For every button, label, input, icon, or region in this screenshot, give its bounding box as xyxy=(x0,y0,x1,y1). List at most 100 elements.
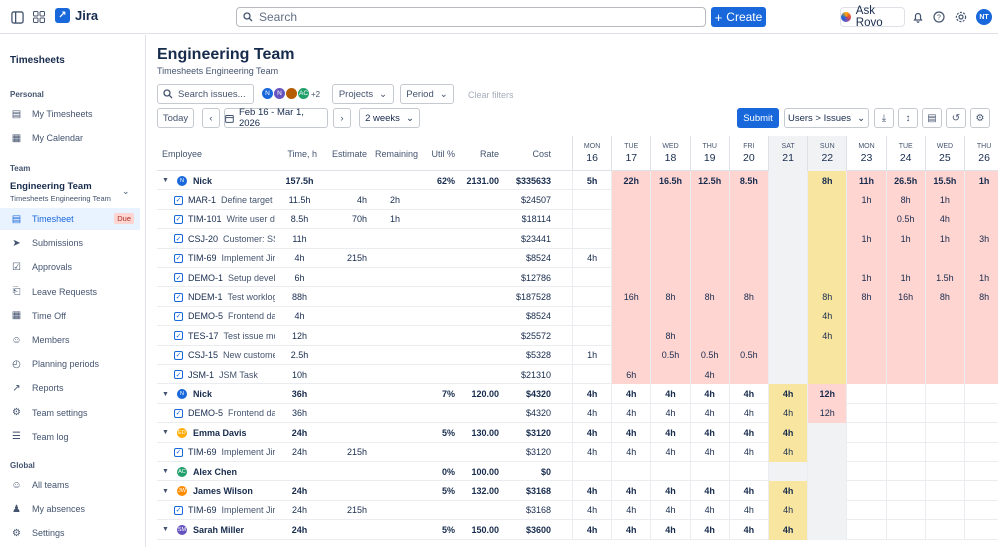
day-cell[interactable] xyxy=(611,209,651,230)
day-cell[interactable] xyxy=(611,306,651,327)
col-util[interactable]: Util % xyxy=(431,148,455,159)
day-cell[interactable] xyxy=(768,287,808,307)
day-cell[interactable]: 4h xyxy=(768,500,808,521)
issue-row[interactable]: ✓ TIM-101 Write user do 8.5h 70h 1h $18114 0.5h… xyxy=(157,209,998,230)
projects-filter[interactable]: Projects ⌄ xyxy=(332,84,394,104)
day-cell[interactable] xyxy=(885,481,925,501)
day-header[interactable]: FRI 20 xyxy=(728,136,768,171)
day-header[interactable]: WED 18 xyxy=(650,136,689,171)
issue-key[interactable]: TES-17 xyxy=(188,330,219,341)
settings-gear-icon[interactable]: ⚙ xyxy=(970,108,990,128)
sidebar-item-my-timesheets[interactable]: ▤ My Timesheets xyxy=(0,103,140,125)
day-cell[interactable] xyxy=(650,229,690,249)
day-cell[interactable] xyxy=(689,306,729,327)
day-cell[interactable] xyxy=(650,306,690,327)
day-cell[interactable]: 12h xyxy=(807,403,847,424)
day-cell[interactable] xyxy=(924,481,964,501)
day-cell[interactable] xyxy=(768,306,808,327)
day-cell[interactable]: 1h xyxy=(964,171,998,191)
day-cell[interactable] xyxy=(572,462,611,482)
day-cell[interactable]: 0.5h xyxy=(885,209,925,230)
day-cell[interactable] xyxy=(846,248,886,268)
day-cell[interactable]: 15.5h xyxy=(924,171,964,191)
day-cell[interactable]: 4h xyxy=(650,500,689,521)
day-header[interactable]: TUE 24 xyxy=(885,136,925,171)
day-cell[interactable]: 4h xyxy=(728,384,768,404)
day-cell[interactable] xyxy=(807,442,847,462)
day-cell[interactable] xyxy=(572,229,611,249)
day-cell[interactable] xyxy=(689,462,729,482)
day-cell[interactable] xyxy=(807,268,847,288)
day-cell[interactable]: 4h xyxy=(650,520,689,540)
day-header[interactable]: MON 23 xyxy=(846,136,885,171)
col-remaining[interactable]: Remaining xyxy=(374,148,418,159)
day-cell[interactable] xyxy=(964,403,998,424)
day-cell[interactable] xyxy=(924,306,964,327)
day-cell[interactable] xyxy=(807,365,847,385)
issue-key[interactable]: CSJ-20 xyxy=(188,233,219,244)
day-cell[interactable]: 1h xyxy=(846,190,886,210)
day-cell[interactable] xyxy=(807,190,847,210)
day-cell[interactable] xyxy=(846,520,885,540)
day-cell[interactable]: 4h xyxy=(728,500,768,521)
day-cell[interactable]: 4h xyxy=(572,500,611,521)
day-cell[interactable]: 4h xyxy=(728,520,768,540)
day-cell[interactable] xyxy=(885,462,925,482)
issue-search-input[interactable]: Search issues... xyxy=(157,84,254,104)
issue-row[interactable]: ✓ CSJ-20 Customer: SS 11h $23441 1h 1h 1h 3h xyxy=(157,229,998,249)
sidebar-item-time-off[interactable]: ▦ Time Off xyxy=(0,305,140,327)
day-cell[interactable]: 4h xyxy=(728,403,768,424)
day-cell[interactable]: 4h xyxy=(572,520,611,540)
day-cell[interactable]: 4h xyxy=(689,365,729,385)
day-cell[interactable] xyxy=(728,209,768,230)
day-cell[interactable] xyxy=(924,326,964,346)
day-cell[interactable]: 4h xyxy=(689,500,729,521)
sidebar-item-all-teams[interactable]: ☺ All teams xyxy=(0,474,140,496)
day-cell[interactable] xyxy=(885,423,925,443)
submit-button[interactable]: Submit xyxy=(737,108,779,128)
day-cell[interactable] xyxy=(728,462,768,482)
day-cell[interactable]: 8h xyxy=(885,190,925,210)
day-cell[interactable] xyxy=(768,229,808,249)
day-cell[interactable] xyxy=(689,326,729,346)
day-cell[interactable]: 4h xyxy=(611,500,650,521)
day-cell[interactable] xyxy=(924,500,964,521)
chevron-down-icon[interactable]: ⌄ xyxy=(122,186,130,196)
day-cell[interactable]: 4h xyxy=(572,481,611,501)
day-cell[interactable]: 8h xyxy=(807,287,847,307)
day-cell[interactable]: 4h xyxy=(689,384,729,404)
day-cell[interactable] xyxy=(846,209,886,230)
day-cell[interactable] xyxy=(611,345,651,365)
sidebar-item-timesheet[interactable]: ▤ Timesheet Due xyxy=(0,208,140,230)
day-cell[interactable] xyxy=(846,403,885,424)
day-cell[interactable]: 1h xyxy=(885,229,925,249)
day-cell[interactable] xyxy=(846,365,886,385)
day-cell[interactable] xyxy=(768,345,808,365)
day-cell[interactable]: 8h xyxy=(689,287,729,307)
day-cell[interactable] xyxy=(964,462,998,482)
day-cell[interactable]: 4h xyxy=(768,384,808,404)
day-cell[interactable]: 1h xyxy=(846,268,886,288)
day-cell[interactable] xyxy=(846,481,885,501)
issue-key[interactable]: JSM-1 xyxy=(188,369,215,380)
comment-icon[interactable]: ▤ xyxy=(922,108,942,128)
day-cell[interactable]: 4h xyxy=(768,520,808,540)
col-cost[interactable]: Cost xyxy=(532,148,551,159)
sidebar-item-submissions[interactable]: ➤ Submissions xyxy=(0,232,140,254)
day-cell[interactable] xyxy=(768,268,808,288)
user-avatar[interactable]: NT xyxy=(976,9,992,25)
day-cell[interactable] xyxy=(964,481,998,501)
day-cell[interactable] xyxy=(768,209,808,230)
more-avatars-count[interactable]: +2 xyxy=(311,90,321,99)
day-cell[interactable] xyxy=(650,190,690,210)
day-cell[interactable] xyxy=(650,209,690,230)
day-cell[interactable]: 0.5h xyxy=(650,345,690,365)
issue-row[interactable]: ✓ MAR-1 Define target a 11.5h 4h 2h $24507 1h 8h… xyxy=(157,190,998,210)
day-header[interactable]: SAT 21 xyxy=(768,136,808,171)
day-cell[interactable]: 4h xyxy=(807,306,847,327)
day-cell[interactable]: 0.5h xyxy=(728,345,768,365)
help-icon[interactable]: ? xyxy=(929,7,949,27)
issue-key[interactable]: DEMO-5 xyxy=(188,408,224,419)
day-cell[interactable] xyxy=(846,500,885,521)
day-cell[interactable]: 1.5h xyxy=(924,268,964,288)
